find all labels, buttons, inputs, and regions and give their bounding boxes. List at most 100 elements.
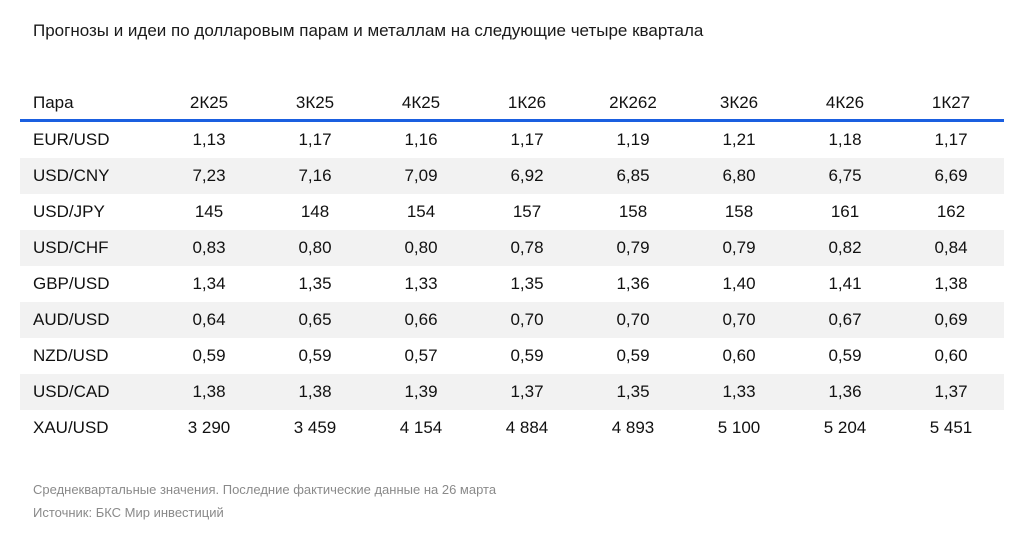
value-cell: 3 459 (293, 418, 337, 437)
value-cell: 0,69 (934, 310, 968, 329)
value-cell: 7,23 (192, 166, 226, 185)
value-cell: 0,66 (404, 310, 438, 329)
value-cell: 4 884 (505, 418, 549, 437)
value-cell: 0,59 (510, 346, 544, 365)
table-row: USD/JPY 145 148 154 157 158 158 161 162 (20, 194, 1004, 230)
value-cell: 0,79 (616, 238, 650, 257)
pair-name-cell: GBP/USD (33, 274, 110, 293)
footnote: Среднеквартальные значения. Последние фа… (33, 482, 497, 497)
column-header-quarter: 3К25 (295, 92, 335, 112)
value-cell: 7,16 (298, 166, 332, 185)
value-cell: 1,36 (616, 274, 650, 293)
value-cell: 0,70 (722, 310, 756, 329)
value-cell: 1,34 (192, 274, 226, 293)
value-cell: 0,70 (510, 310, 544, 329)
pair-name-cell: USD/CHF (33, 238, 109, 257)
value-cell: 1,16 (404, 130, 438, 149)
value-cell: 1,33 (404, 274, 438, 293)
value-cell: 6,80 (722, 166, 756, 185)
value-cell: 1,36 (828, 382, 862, 401)
value-cell: 1,33 (722, 382, 756, 401)
value-cell: 1,13 (192, 130, 226, 149)
value-cell: 0,82 (828, 238, 862, 257)
column-header-quarter: 4К25 (401, 92, 441, 112)
value-cell: 157 (512, 202, 542, 221)
value-cell: 0,79 (722, 238, 756, 257)
value-cell: 1,18 (828, 130, 862, 149)
value-cell: 1,38 (934, 274, 968, 293)
value-cell: 1,17 (934, 130, 968, 149)
value-cell: 0,59 (298, 346, 332, 365)
value-cell: 3 290 (187, 418, 231, 437)
value-cell: 1,37 (510, 382, 544, 401)
pair-name-cell: USD/CNY (33, 166, 110, 185)
value-cell: 4 893 (611, 418, 655, 437)
value-cell: 0,80 (298, 238, 332, 257)
value-cell: 5 100 (717, 418, 761, 437)
table-title: Прогнозы и идеи по долларовым парам и ме… (33, 21, 704, 40)
value-cell: 1,40 (722, 274, 756, 293)
value-cell: 5 204 (823, 418, 867, 437)
value-cell: 1,39 (404, 382, 438, 401)
column-header-quarter: 1К27 (931, 92, 971, 112)
value-cell: 1,35 (298, 274, 332, 293)
value-cell: 6,85 (616, 166, 650, 185)
value-cell: 0,70 (616, 310, 650, 329)
pair-name-cell: EUR/USD (33, 130, 110, 149)
table-row: EUR/USD 1,13 1,17 1,16 1,17 1,19 1,21 1,18 1,17 (20, 121, 1004, 159)
value-cell: 0,60 (934, 346, 968, 365)
value-cell: 1,38 (192, 382, 226, 401)
table-row: USD/CAD 1,38 1,38 1,39 1,37 1,35 1,33 1,36 1,37 (20, 374, 1004, 410)
column-header-quarter: 1К26 (507, 92, 547, 112)
value-cell: 158 (724, 202, 754, 221)
value-cell: 7,09 (404, 166, 438, 185)
value-cell: 162 (936, 202, 966, 221)
value-cell: 0,84 (934, 238, 968, 257)
column-header-pair: Пара (33, 92, 74, 112)
table-row: USD/CNY 7,23 7,16 7,09 6,92 6,85 6,80 6,75 6,69 (20, 158, 1004, 194)
table-row: AUD/USD 0,64 0,65 0,66 0,70 0,70 0,70 0,67 0,69 (20, 302, 1004, 338)
table-row: GBP/USD 1,34 1,35 1,33 1,35 1,36 1,40 1,41 1,38 (20, 266, 1004, 302)
value-cell: 1,35 (510, 274, 544, 293)
value-cell: 6,75 (828, 166, 862, 185)
value-cell: 0,60 (722, 346, 756, 365)
value-cell: 0,59 (828, 346, 862, 365)
column-header-quarter: 4К26 (825, 92, 865, 112)
value-cell: 4 154 (399, 418, 443, 437)
value-cell: 5 451 (929, 418, 973, 437)
value-cell: 1,17 (510, 130, 544, 149)
value-cell: 158 (618, 202, 648, 221)
value-cell: 148 (300, 202, 330, 221)
column-header-quarter: 2К262 (609, 92, 657, 112)
value-cell: 6,92 (510, 166, 544, 185)
value-cell: 0,65 (298, 310, 332, 329)
value-cell: 1,37 (934, 382, 968, 401)
pair-name-cell: USD/JPY (33, 202, 105, 221)
pair-name-cell: NZD/USD (33, 346, 109, 365)
value-cell: 0,78 (510, 238, 544, 257)
value-cell: 0,64 (192, 310, 226, 329)
value-cell: 0,59 (192, 346, 226, 365)
value-cell: 0,57 (404, 346, 438, 365)
value-cell: 1,17 (298, 130, 332, 149)
value-cell: 1,21 (722, 130, 756, 149)
table-row: XAU/USD 3 290 3 459 4 154 4 884 4 893 5 100 5 2… (20, 410, 1004, 446)
table-row: NZD/USD 0,59 0,59 0,57 0,59 0,59 0,60 0,59 0,60 (20, 338, 1004, 374)
value-cell: 0,59 (616, 346, 650, 365)
source-note: Источник: БКС Мир инвестиций (33, 505, 224, 520)
value-cell: 0,83 (192, 238, 226, 257)
value-cell: 0,80 (404, 238, 438, 257)
pair-name-cell: XAU/USD (33, 418, 109, 437)
forecast-table: Пара 2К25 3К25 4К25 1К26 2К262 3К26 4К26 1К27 EU… (20, 86, 1004, 446)
value-cell: 154 (406, 202, 436, 221)
value-cell: 145 (194, 202, 224, 221)
column-header-quarter: 2К25 (189, 92, 229, 112)
column-header-quarter: 3К26 (719, 92, 759, 112)
value-cell: 1,41 (828, 274, 862, 293)
pair-name-cell: AUD/USD (33, 310, 110, 329)
value-cell: 0,67 (828, 310, 862, 329)
value-cell: 1,19 (616, 130, 650, 149)
value-cell: 161 (830, 202, 860, 221)
table-header-row: Пара 2К25 3К25 4К25 1К26 2К262 3К26 4К26 1К27 (20, 86, 1004, 121)
table-row: USD/CHF 0,83 0,80 0,80 0,78 0,79 0,79 0,82 0,84 (20, 230, 1004, 266)
